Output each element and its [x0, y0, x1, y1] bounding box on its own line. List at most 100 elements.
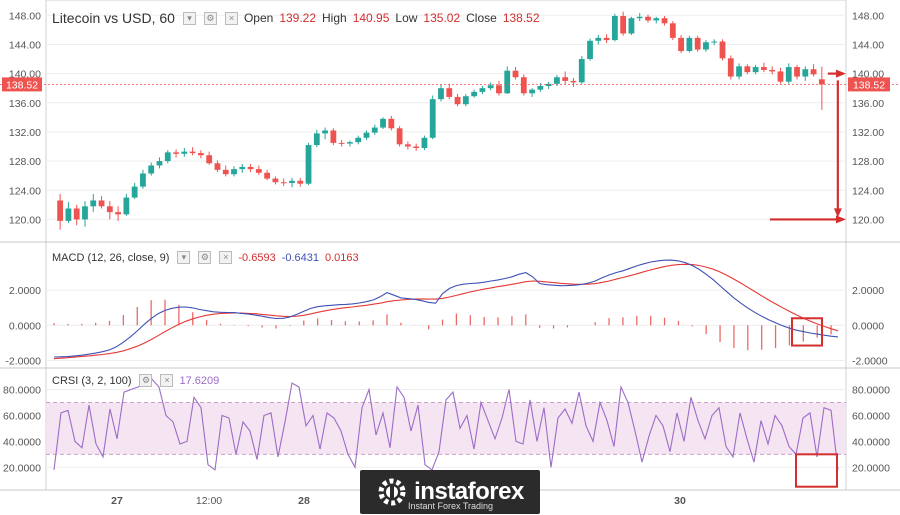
close-icon[interactable]: ×: [224, 11, 238, 25]
logo-tagline: Instant Forex Trading: [408, 501, 494, 511]
candle-body: [438, 88, 444, 100]
price-y-tick-left: 128.00: [9, 156, 41, 168]
candle-body: [280, 182, 287, 184]
candle-body: [628, 18, 635, 34]
time-tick-label: 27: [111, 495, 123, 507]
candle-body: [82, 206, 88, 220]
candle-body: [537, 86, 544, 90]
candle-body: [396, 128, 403, 145]
close-icon[interactable]: ×: [160, 374, 174, 387]
candle-body: [719, 41, 726, 59]
candle-body: [636, 16, 643, 19]
candle-body: [446, 88, 453, 97]
settings-icon[interactable]: ⚙: [139, 374, 153, 387]
settings-icon[interactable]: ⚙: [203, 11, 217, 25]
macd-y-tick-left: -2.0000: [5, 355, 41, 367]
candle-body: [520, 77, 527, 94]
candle-body: [496, 85, 502, 94]
price-y-tick-left: 120.00: [9, 214, 41, 226]
candle-body: [529, 89, 535, 94]
candle-body: [297, 180, 304, 184]
annotation-arrowhead: [833, 208, 842, 218]
dropdown-icon[interactable]: ▾: [182, 11, 196, 25]
close-value: 138.52: [502, 11, 540, 25]
annotation-arrowhead: [836, 215, 846, 224]
macd-y-tick-right: 2.0000: [852, 285, 884, 297]
candle-body: [818, 79, 825, 85]
candle-body: [73, 208, 80, 220]
candle-body: [380, 118, 386, 128]
candle-body: [744, 66, 751, 73]
macd-name[interactable]: MACD (12, 26, close, 9): [52, 251, 170, 264]
candle-body: [305, 145, 312, 184]
low-label: Low: [395, 11, 418, 25]
candle-body: [429, 99, 436, 138]
candle-body: [65, 208, 72, 221]
last-price-tag-left: [2, 77, 42, 92]
macd-legend: MACD (12, 26, close, 9) ▾ ⚙ × -0.6593 -0…: [52, 251, 359, 264]
candle-body: [255, 169, 262, 173]
candle-body: [330, 130, 337, 143]
logo-gear-icon: [378, 478, 406, 506]
candle-body: [752, 67, 759, 73]
candle-body: [661, 18, 668, 24]
candle-body: [736, 66, 742, 77]
candle-body: [206, 155, 213, 164]
macd-y-tick-right: 0.0000: [852, 320, 884, 332]
price-y-tick-right: 144.00: [852, 39, 884, 51]
candle-body: [322, 130, 328, 134]
crsi-band: [46, 402, 846, 455]
candle-body: [57, 200, 64, 221]
candle-body: [98, 200, 105, 207]
annotation-arrowhead: [836, 69, 846, 78]
candle-body: [355, 137, 362, 143]
high-label: High: [322, 11, 347, 25]
candle-body: [587, 40, 593, 60]
candle-body: [148, 165, 155, 174]
last-price-label-left: 138.52: [6, 79, 38, 91]
macd-y-tick-right: -2.0000: [852, 355, 888, 367]
price-y-tick-left: 132.00: [9, 127, 41, 139]
macd-y-tick-left: 2.0000: [9, 285, 41, 297]
symbol-label[interactable]: Litecoin vs USD, 60: [52, 10, 175, 26]
macd-annotation-box: [791, 317, 823, 347]
candle-body: [512, 70, 519, 78]
candle-body: [645, 16, 651, 21]
candle-body: [181, 151, 188, 154]
candle-body: [347, 142, 353, 144]
candle-body: [413, 146, 420, 148]
settings-icon[interactable]: ⚙: [198, 251, 212, 264]
candle-body: [603, 37, 610, 41]
crsi-y-tick-left: 80.0000: [3, 385, 41, 397]
crsi-legend: CRSI (3, 2, 100) ⚙ × 17.6209: [52, 374, 219, 387]
candle-body: [454, 96, 461, 105]
time-tick-label: 30: [674, 495, 686, 507]
crsi-y-tick-right: 60.0000: [852, 410, 890, 422]
candle-body: [388, 118, 395, 129]
crsi-value: 17.6209: [179, 374, 220, 387]
candle-body: [570, 80, 577, 83]
candle-body: [421, 137, 428, 148]
candle-body: [338, 142, 345, 144]
candle-body: [761, 67, 767, 70]
candle-body: [363, 132, 370, 138]
macd-value-2: -0.6431: [281, 251, 319, 264]
candle-body: [794, 67, 800, 77]
candle-body: [214, 163, 221, 170]
crsi-y-tick-right: 80.0000: [852, 385, 890, 397]
price-y-tick-right: 120.00: [852, 214, 884, 226]
candle-body: [703, 42, 709, 50]
candle-body: [810, 69, 817, 75]
price-y-tick-left: 136.00: [9, 98, 41, 110]
price-y-tick-left: 144.00: [9, 39, 41, 51]
candle-body: [156, 161, 163, 166]
dropdown-icon[interactable]: ▾: [177, 251, 191, 264]
crsi-name[interactable]: CRSI (3, 2, 100): [52, 374, 132, 387]
candle-body: [197, 153, 204, 156]
close-icon[interactable]: ×: [219, 251, 233, 264]
candle-body: [620, 16, 627, 34]
candle-body: [164, 152, 171, 162]
candle-body: [611, 16, 618, 41]
low-value: 135.02: [423, 11, 461, 25]
price-y-tick-right: 124.00: [852, 185, 884, 197]
